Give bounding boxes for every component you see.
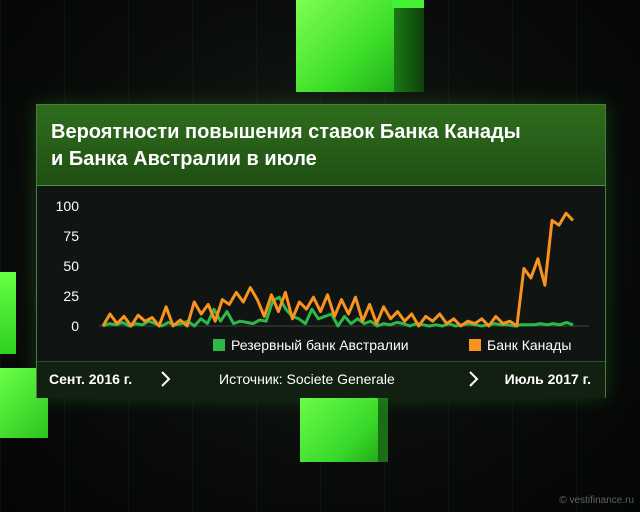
- watermark: © vestifinance.ru: [559, 495, 634, 506]
- chevron-right-icon: [469, 371, 479, 387]
- y-tick-label: 25: [63, 288, 79, 304]
- decorative-cube: [0, 272, 16, 354]
- series-line-rba: [102, 295, 574, 328]
- line-chart: 100 75 50 25 0 Резервный банк Австралии Банк …: [56, 198, 589, 353]
- chart-header: Вероятности повышения ставок Банка Канад…: [37, 105, 605, 186]
- chevron-right-icon: [161, 371, 171, 387]
- legend-swatch-rba: [213, 339, 225, 351]
- chart-title-line-2: и Банка Австралии в июле: [51, 148, 317, 170]
- chart-panel: Вероятности повышения ставок Банка Канад…: [36, 104, 606, 398]
- start-date-label: Сент. 2016 г.: [49, 371, 133, 387]
- legend: Резервный банк Австралии Банк Канады: [213, 337, 571, 353]
- series-layer: [101, 211, 575, 328]
- chart-title: Вероятности повышения ставок Банка Канад…: [51, 119, 591, 173]
- y-tick-label: 0: [71, 318, 79, 334]
- chart-area: 100 75 50 25 0 Резервный банк Австралии Банк …: [37, 186, 605, 360]
- decorative-cube-side: [378, 390, 388, 462]
- y-axis: 100 75 50 25 0: [56, 198, 80, 334]
- end-date-label: Июль 2017 г.: [504, 371, 591, 387]
- chart-title-line-1: Вероятности повышения ставок Банка Канад…: [51, 121, 521, 143]
- y-tick-label: 50: [63, 258, 79, 274]
- chart-footer: Сент. 2016 г. Источник: Societe Generale…: [37, 361, 605, 398]
- source-label: Источник: Societe Generale: [219, 371, 395, 387]
- y-tick-label: 75: [63, 228, 79, 244]
- decorative-cube: [296, 0, 394, 92]
- decorative-cube-side: [394, 0, 424, 92]
- legend-swatch-boc: [469, 339, 481, 351]
- legend-label-boc: Банк Канады: [487, 337, 571, 353]
- decorative-cube: [392, 0, 424, 8]
- series-line-boc: [101, 211, 575, 328]
- legend-label-rba: Резервный банк Австралии: [231, 337, 409, 353]
- decorative-cube: [300, 390, 378, 462]
- y-tick-label: 100: [56, 198, 80, 214]
